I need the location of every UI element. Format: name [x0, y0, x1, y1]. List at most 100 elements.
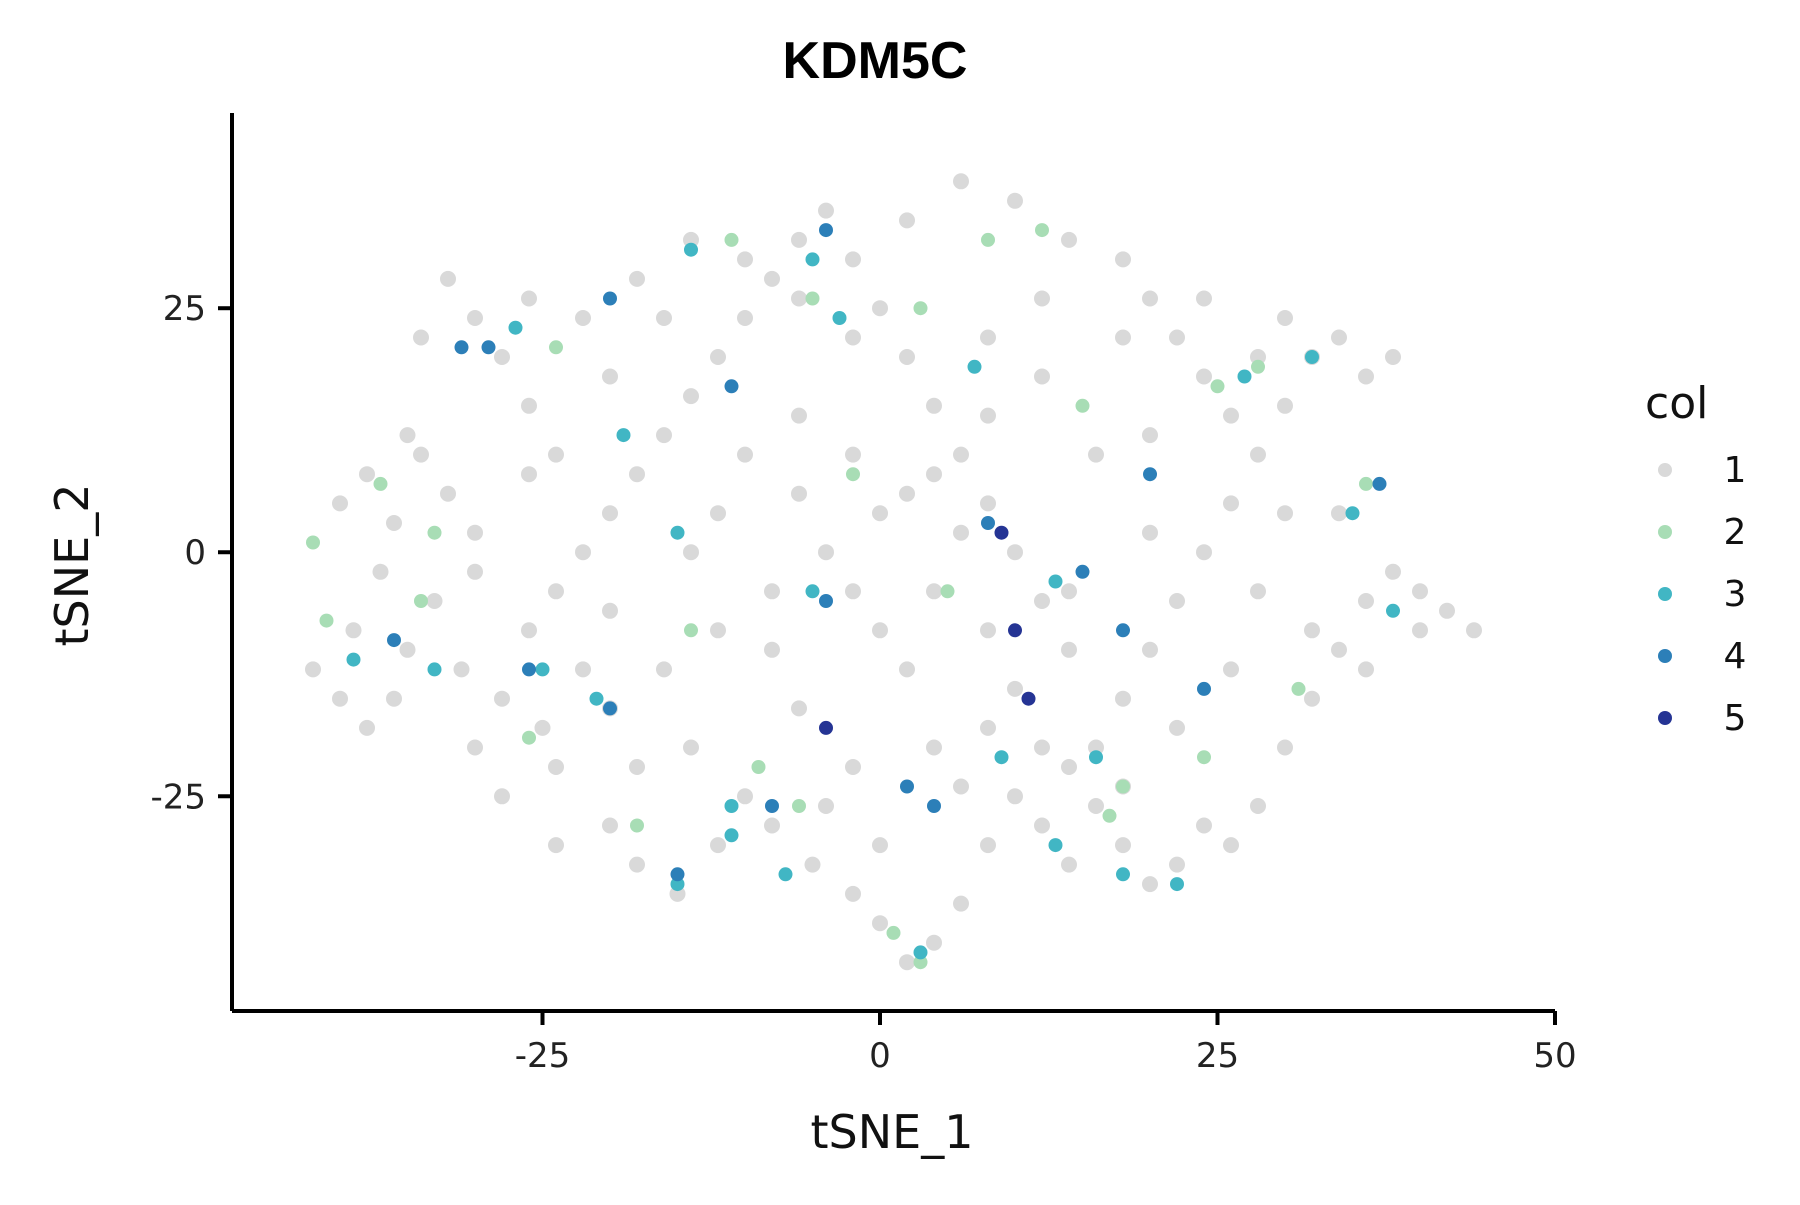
point-series-1-79: [683, 388, 699, 405]
point-series-1-14: [453, 661, 470, 678]
point-series-2-0: [373, 476, 388, 491]
point-series-4-12: [1372, 476, 1387, 491]
point-series-1-6: [372, 563, 389, 580]
point-series-1-138: [683, 544, 699, 561]
point-series-1-61: [1169, 593, 1185, 609]
point-series-1-90: [521, 290, 537, 307]
legend-swatch-5: [1658, 711, 1672, 725]
point-series-3-0: [346, 652, 361, 667]
point-series-2-3: [427, 525, 442, 540]
point-series-1-158: [980, 719, 996, 736]
point-series-1-19: [467, 739, 483, 756]
point-series-1-115: [764, 583, 780, 600]
point-series-4-4: [765, 799, 779, 813]
point-series-1-29: [845, 885, 861, 902]
point-series-1-33: [953, 895, 969, 912]
point-series-1-87: [467, 310, 483, 326]
point-series-3-3: [670, 877, 685, 892]
point-series-4-5: [819, 223, 833, 238]
point-series-1-8: [426, 593, 443, 609]
point-series-1-155: [791, 485, 807, 502]
point-series-2-14: [913, 301, 928, 316]
point-series-4-8: [1075, 564, 1090, 579]
point-series-1-100: [1061, 231, 1077, 248]
point-series-4-15: [819, 594, 833, 608]
point-series-1-164: [1277, 505, 1293, 522]
point-series-1-99: [1007, 192, 1023, 209]
point-series-2-1: [306, 535, 320, 550]
chart-title: KDM5C: [783, 32, 968, 90]
point-series-1-165: [845, 583, 861, 600]
legend-swatch-1: [1658, 463, 1672, 477]
legend-label-4: 4: [1724, 636, 1747, 677]
point-series-3-25: [535, 662, 550, 677]
point-series-1-83: [575, 544, 591, 561]
point-series-1-135: [926, 739, 942, 756]
point-series-1-77: [737, 310, 753, 326]
point-series-1-15: [494, 690, 510, 707]
point-series-1-94: [737, 251, 753, 268]
y-tick-label-2: 25: [163, 289, 206, 329]
point-series-2-15: [981, 232, 995, 247]
point-series-2-4: [522, 730, 536, 745]
point-series-1-3: [413, 446, 429, 463]
point-series-1-143: [953, 778, 969, 795]
point-series-1-44: [1250, 798, 1266, 814]
point-series-1-150: [602, 368, 618, 385]
y-ticks: -25 0 25: [150, 289, 232, 817]
point-series-3-26: [1237, 369, 1252, 384]
point-series-1-35: [1007, 788, 1023, 805]
point-series-2-17: [1116, 779, 1130, 794]
point-series-1-63: [1115, 690, 1131, 707]
point-series-2-9: [1102, 808, 1117, 823]
point-series-1-17: [534, 719, 551, 736]
point-series-1-58: [1250, 446, 1266, 463]
x-tick-label-3: 50: [1533, 1036, 1576, 1076]
point-series-1-48: [1358, 593, 1374, 609]
point-series-3-1: [427, 662, 442, 677]
point-series-1-107: [1277, 310, 1293, 326]
point-series-3-19: [1345, 506, 1360, 521]
point-series-2-8: [913, 955, 928, 970]
point-series-1-70: [926, 397, 942, 414]
point-series-3-11: [1089, 750, 1103, 765]
legend-swatch-3: [1658, 587, 1672, 601]
point-series-3-6: [805, 584, 820, 599]
point-series-1-117: [656, 661, 672, 678]
point-series-1-76: [764, 270, 780, 287]
point-series-1-25: [710, 837, 726, 854]
y-axis-title: tSNE_2: [45, 484, 99, 647]
point-series-3-23: [616, 428, 631, 443]
point-series-4-0: [481, 340, 496, 355]
point-series-1-98: [953, 173, 969, 190]
point-series-1-131: [845, 446, 861, 463]
point-series-2-20: [1291, 681, 1306, 696]
point-series-2-12: [805, 291, 820, 306]
point-series-1-69: [953, 446, 969, 463]
point-series-1-92: [629, 270, 645, 287]
point-series-1-163: [1331, 505, 1347, 522]
point-series-1-27: [764, 817, 780, 834]
point-series-2-26: [414, 594, 428, 608]
point-series-1-62: [1142, 641, 1158, 658]
point-series-1-88: [440, 270, 456, 287]
point-series-1-154: [710, 505, 726, 522]
point-series-4-17: [522, 662, 536, 677]
point-series-1-130: [791, 407, 807, 424]
point-series-1-141: [818, 798, 834, 814]
point-series-1-20: [494, 788, 510, 805]
point-series-5-1: [1021, 691, 1036, 706]
legend-swatch-4: [1658, 649, 1672, 663]
point-series-1-109: [1115, 329, 1131, 346]
point-series-1-156: [872, 622, 888, 639]
point-series-2-10: [1197, 750, 1211, 765]
point-series-1-30: [872, 915, 888, 932]
x-tick-label-2: 25: [1196, 1036, 1239, 1076]
point-series-3-18: [1048, 574, 1063, 589]
point-series-1-53: [1358, 368, 1374, 385]
point-series-1-153: [386, 690, 402, 707]
point-series-4-9: [1116, 623, 1130, 638]
point-series-2-2: [319, 613, 334, 628]
point-series-3-21: [1305, 350, 1319, 364]
